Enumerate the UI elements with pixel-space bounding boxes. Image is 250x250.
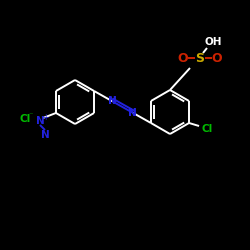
Text: O: O: [212, 52, 222, 64]
Text: N: N: [108, 96, 117, 106]
Text: OH: OH: [204, 37, 222, 47]
Text: N: N: [36, 116, 44, 126]
Text: N: N: [108, 96, 117, 106]
Text: N: N: [40, 130, 49, 140]
Text: Cl: Cl: [202, 124, 213, 134]
Text: N: N: [128, 108, 137, 118]
Text: +: +: [42, 112, 48, 122]
Text: ⁻: ⁻: [29, 110, 33, 120]
Text: N: N: [128, 108, 137, 118]
Text: S: S: [196, 52, 204, 64]
Text: Cl: Cl: [19, 114, 30, 124]
Text: O: O: [178, 52, 188, 64]
